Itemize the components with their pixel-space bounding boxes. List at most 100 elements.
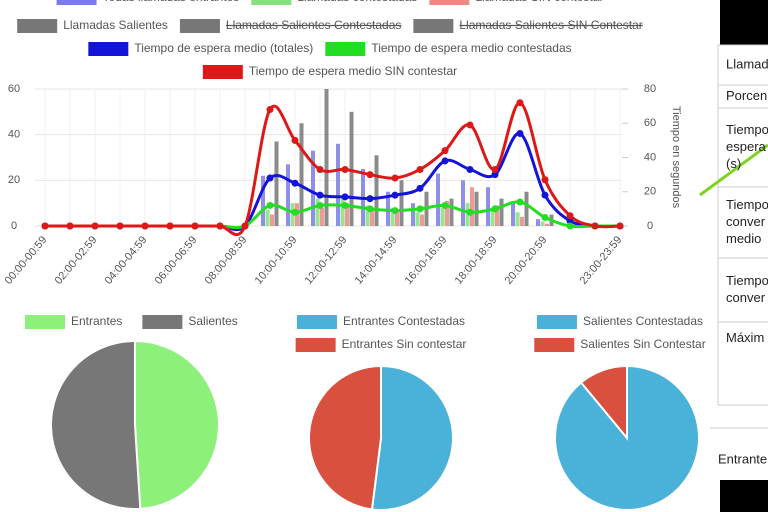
table-cell: medio (726, 231, 761, 246)
legend-item: Llamadas Salientes Contestadas (179, 18, 401, 33)
line-point (291, 208, 299, 216)
bar (474, 191, 479, 226)
legend-label: Salientes Contestadas (583, 314, 703, 328)
y2-tick-label: 20 (644, 186, 656, 198)
legend-label: Llamadas Salientes SIN Contestar (459, 18, 642, 32)
legend-label: Todas llamadas entrantes (103, 0, 240, 4)
legend-swatch (25, 315, 65, 329)
line (45, 200, 620, 230)
bar (411, 203, 415, 226)
bar (524, 191, 529, 226)
legend-swatch (142, 315, 183, 329)
line-point (466, 208, 474, 216)
bar (261, 175, 265, 226)
line-point (91, 222, 99, 230)
bar (265, 210, 270, 226)
x-tick-label: 10:00-10:59 (253, 234, 300, 287)
y2-tick-label: 60 (644, 117, 656, 129)
line-point (341, 201, 349, 209)
bar (365, 205, 370, 226)
stray-line (699, 143, 768, 197)
bar (311, 150, 315, 226)
bar (520, 216, 524, 226)
bar (515, 212, 520, 226)
legend-swatch (202, 65, 243, 79)
bar (315, 198, 320, 226)
bar (449, 198, 454, 226)
legend-item: Todas llamadas entrantes (56, 0, 240, 5)
pie-slice (579, 364, 628, 441)
pie-slice (370, 364, 454, 511)
y-tick-label: 60 (8, 83, 20, 95)
line-point (566, 212, 574, 220)
table-cell: Porcen (726, 88, 767, 103)
legend-swatch (536, 315, 577, 329)
line-point (191, 222, 199, 230)
bar (370, 207, 374, 226)
legend-swatch (325, 42, 366, 56)
legend-label: Llamadas Salientes Contestadas (226, 18, 401, 32)
bar (345, 203, 349, 226)
bar (299, 123, 304, 226)
bar (415, 212, 420, 226)
bar (511, 203, 515, 226)
bar (420, 214, 424, 226)
y-tick-label: 20 (8, 174, 20, 186)
x-tick-label: 04:00-04:59 (103, 234, 150, 287)
y-tick-label: 40 (8, 129, 20, 141)
bar (336, 143, 340, 226)
x-tick-label: 08:00-08:59 (203, 234, 250, 287)
line-point (391, 191, 399, 199)
line-point (491, 205, 499, 213)
bar (445, 200, 449, 226)
legend-label: Entrantes Contestadas (343, 314, 465, 328)
legend-swatch (251, 0, 292, 5)
table-cell: Tiempo (726, 122, 768, 137)
line-point (241, 222, 249, 230)
line-point (366, 195, 374, 203)
line-point (266, 174, 274, 182)
legend-item: Tiempo de espera medio contestadas (325, 41, 572, 56)
line-point (366, 171, 374, 179)
line-point (291, 136, 299, 144)
legend-swatch (534, 338, 575, 352)
line-point (491, 171, 499, 179)
legend-label: Llamadas Salientes (63, 18, 168, 32)
legend-label: Salientes (188, 314, 237, 328)
bar (390, 207, 395, 226)
table-cell: Máxim (726, 330, 764, 345)
line-point (541, 213, 549, 221)
legend-label: Tiempo de espera medio contestadas (371, 41, 571, 55)
bar (495, 205, 499, 226)
table-cell: (s) (726, 156, 741, 171)
table-cell: conver (726, 290, 766, 305)
table-cell: Tiempo (726, 197, 768, 212)
x-tick-label: 00:00-00:59 (3, 234, 50, 287)
bar (349, 111, 354, 226)
x-tick-label: 16:00-16:59 (403, 234, 450, 287)
legend-label: Entrantes Sin contestar (342, 337, 467, 351)
line (45, 132, 621, 232)
table-cell: conver (726, 214, 766, 229)
line-point (616, 222, 624, 230)
legend-item: Tiempo de espera medio (totales) (88, 41, 313, 56)
line-point (441, 157, 449, 165)
line-point (341, 193, 349, 201)
table-cell: Tiempo (726, 273, 768, 288)
line-point (416, 165, 424, 173)
bar (270, 214, 274, 226)
line-point (441, 147, 449, 155)
line-point (566, 222, 574, 230)
bar (440, 207, 445, 226)
y-tick-label: 0 (11, 220, 17, 232)
line-point (516, 130, 524, 138)
pie-slice (134, 339, 220, 510)
legend-swatch (413, 19, 454, 33)
line-point (541, 176, 549, 184)
x-tick-label: 20:00-20:59 (503, 234, 550, 287)
x-tick-label: 14:00-14:59 (353, 234, 400, 287)
legend-item: Llamadas contestadas (251, 0, 417, 5)
line-point (141, 222, 149, 230)
line-point (291, 179, 299, 187)
